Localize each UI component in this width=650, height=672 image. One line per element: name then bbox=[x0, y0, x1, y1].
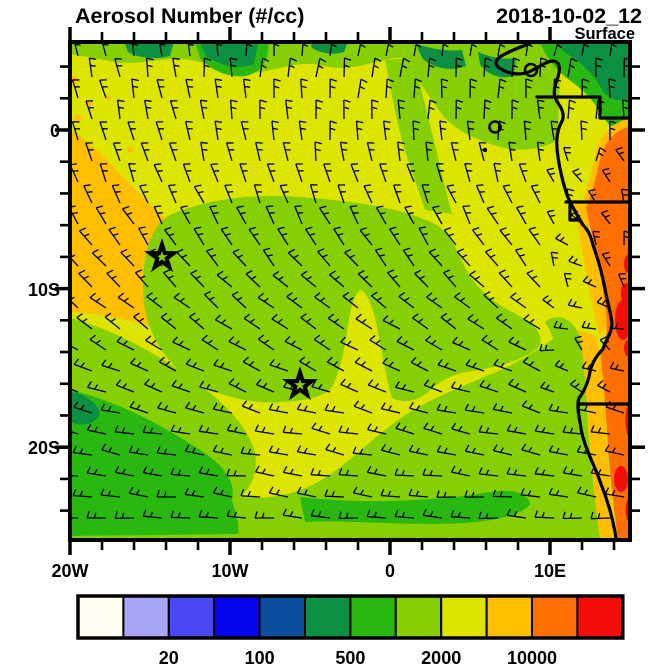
region-ne-tongue bbox=[385, 58, 452, 214]
colorbar-tick-label: 10000 bbox=[507, 648, 557, 667]
amber-speck bbox=[74, 114, 82, 122]
wind-barb-glyphs bbox=[72, 44, 628, 520]
x-tick-label: 20W bbox=[51, 561, 88, 581]
station-marker-star bbox=[144, 238, 180, 273]
y-tick-label: 10S bbox=[28, 280, 60, 300]
region-red-hotspot bbox=[621, 283, 630, 305]
region-c7-bottomleft bbox=[70, 390, 239, 536]
colorbar-cell bbox=[167, 595, 216, 639]
station-markers-layer bbox=[144, 238, 318, 401]
x-tick-label: 10E bbox=[534, 561, 566, 581]
x-tick-label: 0 bbox=[385, 561, 395, 581]
colorbar-cell bbox=[77, 595, 125, 639]
region-c6-patch bbox=[310, 42, 348, 54]
amber-speck bbox=[127, 147, 133, 153]
plot-title: Aerosol Number (#/cc) bbox=[75, 4, 304, 28]
x-tick-label: 10W bbox=[211, 561, 248, 581]
colorbar-tick-label: 100 bbox=[245, 648, 275, 667]
island-outline bbox=[488, 120, 502, 134]
country-border bbox=[535, 95, 630, 120]
colorbar-tick-label: 2000 bbox=[421, 648, 461, 667]
colorbar-cell bbox=[531, 595, 579, 639]
region-c6-sw-spot bbox=[72, 392, 100, 425]
africa-coastline bbox=[494, 42, 618, 540]
y-tick-label: 20S bbox=[28, 438, 60, 458]
colorbar-cell bbox=[349, 595, 397, 639]
contour-fill-layer bbox=[70, 42, 630, 540]
amber-speck bbox=[87, 101, 93, 107]
region-c6-patch bbox=[416, 44, 466, 69]
region-coastal-green-strip bbox=[545, 317, 604, 540]
region-red-hotspot bbox=[615, 300, 630, 340]
colorbar-cell bbox=[576, 595, 624, 639]
colorbar-frame bbox=[76, 594, 625, 640]
axis-ticks bbox=[55, 27, 645, 555]
colorbar-cell bbox=[440, 595, 488, 639]
region-c6-patch bbox=[200, 42, 258, 67]
y-tick-label: 0 bbox=[50, 121, 60, 141]
colorbar-cell bbox=[485, 595, 534, 639]
region-gulf-green bbox=[400, 56, 560, 150]
region-c7-bottomright bbox=[300, 490, 530, 524]
station-marker-star bbox=[282, 366, 318, 401]
region-c6-ne-corner bbox=[556, 42, 630, 101]
colorbar-tick-label: 500 bbox=[335, 648, 365, 667]
amber-speck bbox=[105, 95, 111, 101]
island-outline bbox=[523, 62, 539, 78]
region-red-hotspot bbox=[614, 466, 628, 492]
colorbar-cell bbox=[304, 595, 352, 639]
region-central-blob bbox=[142, 195, 541, 403]
colorbar-cell bbox=[213, 595, 261, 639]
plot-level: Surface bbox=[574, 25, 635, 43]
colorbar-cell bbox=[258, 595, 307, 639]
map-frame bbox=[68, 40, 632, 542]
colorbar: 20 100 500 2000 10000 bbox=[76, 594, 625, 668]
wind-barbs-layer bbox=[72, 44, 628, 520]
region-orange-coastal bbox=[586, 126, 630, 540]
colorbar-cell bbox=[122, 595, 170, 639]
colorbar-cell bbox=[394, 595, 443, 639]
country-border bbox=[568, 203, 581, 222]
plot-datetime: 2018-10-02_12 bbox=[496, 4, 642, 28]
colorbar-tick-label: 20 bbox=[159, 648, 179, 667]
